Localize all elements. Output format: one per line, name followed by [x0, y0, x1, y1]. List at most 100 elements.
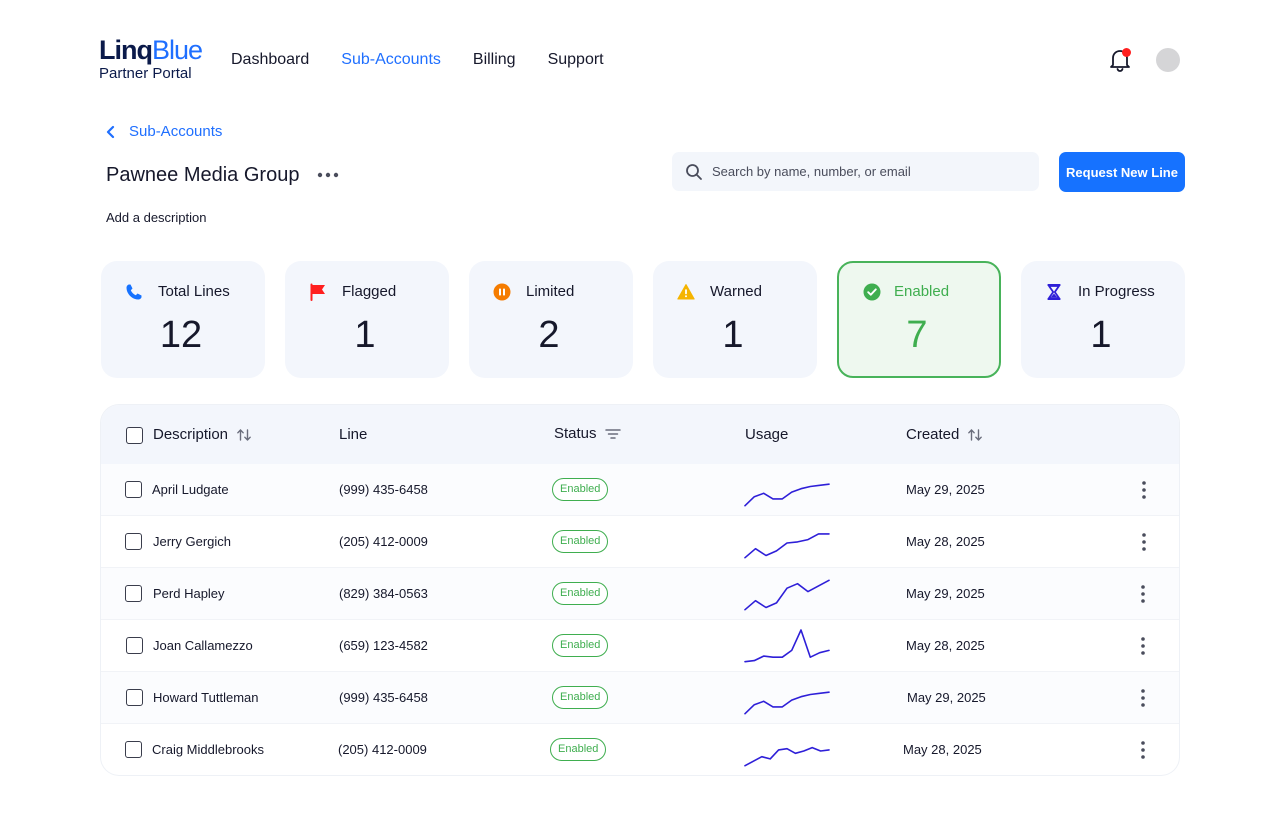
table-row[interactable]: April Ludgate (999) 435-6458 Enabled May…	[101, 464, 1179, 516]
row-checkbox[interactable]	[125, 741, 142, 758]
usage-sparkline	[744, 746, 830, 767]
add-description-link[interactable]: Add a description	[106, 210, 207, 225]
status-badge: Enabled	[552, 478, 609, 501]
more-vertical-icon[interactable]	[1141, 532, 1147, 552]
more-vertical-icon[interactable]	[1140, 688, 1146, 708]
column-label: Line	[339, 426, 368, 443]
more-vertical-icon[interactable]	[1140, 740, 1146, 760]
column-label: Description	[153, 426, 229, 443]
stat-card-flagged[interactable]: Flagged 1	[285, 261, 449, 378]
filter-icon[interactable]	[604, 427, 621, 441]
more-vertical-icon[interactable]	[1140, 636, 1146, 656]
stat-card-total-lines[interactable]: Total Lines 12	[101, 261, 265, 378]
column-label: Status	[554, 425, 597, 442]
column-usage: Usage	[745, 426, 788, 444]
row-created: May 28, 2025	[906, 534, 985, 549]
select-all-checkbox[interactable]	[126, 427, 143, 444]
row-checkbox[interactable]	[126, 689, 143, 706]
stat-card-in-progress[interactable]: In Progress 1	[1021, 261, 1185, 378]
stat-label: Limited	[526, 283, 575, 300]
status-badge: Enabled	[552, 582, 609, 605]
usage-sparkline	[744, 483, 830, 507]
column-status[interactable]: Status	[554, 425, 621, 443]
usage-sparkline-line	[744, 746, 830, 767]
stat-card-limited[interactable]: Limited 2	[469, 261, 633, 378]
search-bar[interactable]	[672, 152, 1039, 191]
nav-sub-accounts[interactable]: Sub-Accounts	[341, 51, 441, 68]
row-line: (999) 435-6458	[339, 482, 428, 497]
stat-card-enabled[interactable]: Enabled 7	[837, 261, 1001, 378]
status-badge: Enabled	[552, 686, 609, 709]
column-description[interactable]: Description	[153, 426, 252, 444]
column-label: Created	[906, 426, 960, 443]
status-badge: Enabled	[550, 738, 607, 761]
row-created: May 29, 2025	[907, 690, 986, 705]
row-checkbox[interactable]	[125, 481, 142, 498]
request-new-line-button[interactable]: Request New Line	[1059, 152, 1185, 192]
row-description: April Ludgate	[152, 482, 229, 497]
stat-label: Flagged	[342, 283, 397, 300]
stat-value: 2	[538, 314, 560, 356]
notification-dot	[1122, 48, 1131, 57]
table-row[interactable]: Jerry Gergich (205) 412-0009 Enabled May…	[101, 516, 1179, 568]
stat-cards: Total Lines 12 Flagged 1 Limited 2 Warne…	[101, 261, 1185, 378]
usage-sparkline	[744, 579, 830, 611]
logo-subtitle: Partner Portal	[99, 65, 192, 82]
stat-value: 12	[159, 314, 203, 356]
logo-linq: Linq	[99, 35, 153, 65]
row-line: (205) 412-0009	[339, 534, 428, 549]
row-description: Craig Middlebrooks	[152, 742, 264, 757]
row-created: May 29, 2025	[906, 586, 985, 601]
status-badge: Enabled	[552, 634, 609, 657]
column-created[interactable]: Created	[906, 426, 983, 444]
stat-label: In Progress	[1078, 283, 1155, 300]
stat-value: 1	[722, 314, 744, 356]
stat-label: Enabled	[894, 283, 950, 300]
page-title: Pawnee Media Group	[106, 164, 300, 186]
usage-sparkline-line	[744, 629, 830, 663]
sort-icon[interactable]	[236, 428, 252, 442]
phone-icon	[126, 284, 142, 300]
stat-card-warned[interactable]: Warned 1	[653, 261, 817, 378]
table-row[interactable]: Howard Tuttleman (999) 435-6458 Enabled …	[101, 672, 1179, 724]
stat-label: Warned	[710, 283, 762, 300]
search-icon	[686, 163, 702, 180]
search-input[interactable]	[712, 164, 1022, 179]
row-checkbox[interactable]	[126, 637, 143, 654]
row-line: (205) 412-0009	[338, 742, 427, 757]
lines-table: Description Line Status Usage Created	[101, 405, 1179, 775]
table-row[interactable]: Perd Hapley (829) 384-0563 Enabled May 2…	[101, 568, 1179, 620]
logo-wordmark: LinqBlue	[99, 35, 203, 65]
flag-icon	[310, 283, 325, 301]
nav-dashboard[interactable]: Dashboard	[231, 51, 310, 68]
nav-billing[interactable]: Billing	[472, 51, 516, 68]
table-row[interactable]: Craig Middlebrooks (205) 412-0009 Enable…	[101, 724, 1179, 775]
nav-support[interactable]: Support	[547, 51, 604, 68]
stat-value: 1	[1090, 314, 1112, 356]
table-row[interactable]: Joan Callamezzo (659) 123-4582 Enabled M…	[101, 620, 1179, 672]
row-line: (829) 384-0563	[339, 586, 428, 601]
row-line: (999) 435-6458	[339, 690, 428, 705]
usage-sparkline	[744, 533, 830, 559]
stat-label: Total Lines	[158, 283, 230, 300]
more-vertical-icon[interactable]	[1141, 480, 1147, 500]
back-link-label: Sub-Accounts	[129, 123, 223, 140]
back-link[interactable]: Sub-Accounts	[105, 123, 222, 140]
avatar[interactable]	[1156, 48, 1180, 72]
more-vertical-icon[interactable]	[1140, 584, 1146, 604]
sort-icon[interactable]	[967, 428, 983, 442]
usage-sparkline	[744, 629, 830, 663]
row-checkbox[interactable]	[125, 533, 142, 550]
row-description: Perd Hapley	[153, 586, 225, 601]
pause-icon	[493, 283, 511, 301]
top-nav: Dashboard Sub-Accounts Billing Support	[231, 50, 604, 70]
row-checkbox[interactable]	[125, 585, 142, 602]
row-created: May 28, 2025	[903, 742, 982, 757]
bell-icon[interactable]	[1108, 47, 1132, 73]
row-description: Jerry Gergich	[153, 534, 232, 549]
usage-sparkline-line	[744, 483, 830, 507]
logo[interactable]: LinqBlue Partner Portal	[99, 35, 203, 83]
usage-sparkline-line	[744, 691, 830, 715]
more-horizontal-icon[interactable]	[317, 170, 339, 180]
